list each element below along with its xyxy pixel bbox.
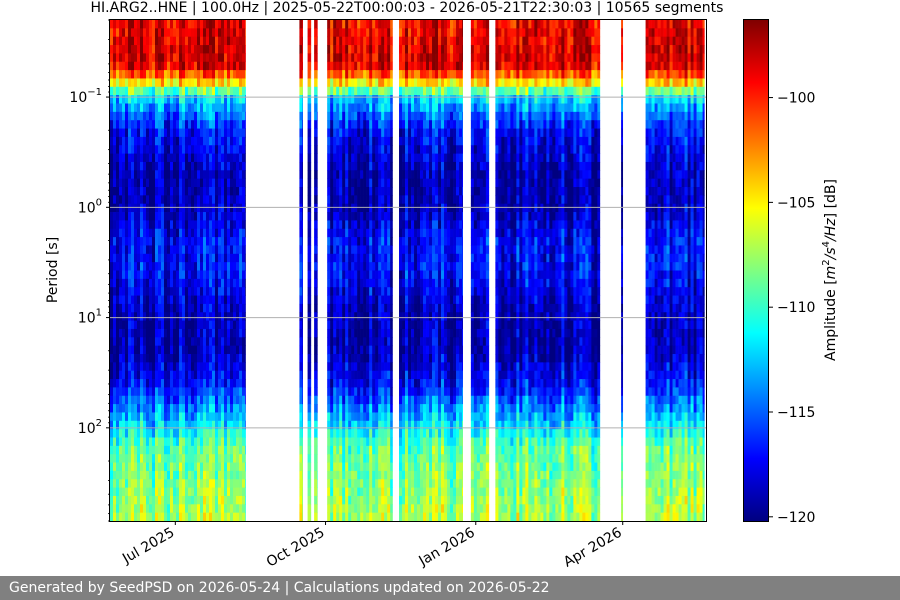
data-interval-2 bbox=[307, 20, 312, 522]
colorbar bbox=[743, 19, 769, 522]
footer-bar: Generated by SeedPSD on 2026-05-24 | Cal… bbox=[0, 576, 900, 600]
data-interval-8 bbox=[621, 20, 624, 522]
colorbar-label-exp2: 2 bbox=[821, 259, 832, 265]
y-tick-label-1: 100 bbox=[78, 197, 102, 216]
y-tick-label-2: 101 bbox=[78, 308, 102, 327]
colorbar-label-s: /s bbox=[823, 247, 839, 261]
data-interval-6 bbox=[470, 20, 490, 522]
data-interval-7 bbox=[495, 20, 601, 522]
data-interval-1 bbox=[299, 20, 303, 522]
footer-text: Generated by SeedPSD on 2026-05-24 | Cal… bbox=[9, 580, 550, 596]
y-tick-label-0: 10−1 bbox=[69, 87, 102, 106]
x-tick-label-1: Oct 2025 bbox=[264, 525, 328, 571]
colorbar-label-hz: /Hz bbox=[823, 218, 839, 243]
psd-chart: HI.ARG2..HNE | 100.0Hz | 2025-05-22T00:0… bbox=[45, 0, 839, 571]
data-interval-4 bbox=[327, 20, 393, 522]
y-axis-label: Period [s] bbox=[45, 237, 61, 303]
colorbar-ticks: −100 −105 −110 −115 −120 bbox=[769, 91, 815, 526]
x-axis: Jul 2025 Oct 2025 Jan 2026 Apr 2026 bbox=[119, 521, 625, 571]
data-interval-5 bbox=[399, 20, 463, 522]
y-tick-label-3: 102 bbox=[78, 418, 102, 437]
colorbar-label-main: Amplitude [ bbox=[823, 279, 839, 361]
data-interval-0 bbox=[110, 20, 246, 522]
spectrogram-area bbox=[110, 20, 705, 522]
grid bbox=[110, 96, 706, 429]
chart-title: HI.ARG2..HNE | 100.0Hz | 2025-05-22T00:0… bbox=[91, 0, 724, 16]
colorbar-label-db: ] [dB] bbox=[823, 179, 839, 218]
x-tick-label-2: Jan 2026 bbox=[415, 525, 477, 570]
y-axis: 10−1 100 101 102 bbox=[69, 19, 110, 522]
colorbar-tick-label-4: −120 bbox=[777, 510, 815, 526]
plot-frame bbox=[109, 19, 707, 522]
data-interval-9 bbox=[645, 20, 705, 522]
colorbar-label-m: m bbox=[823, 266, 839, 280]
colorbar-label-exp4: 4 bbox=[821, 241, 832, 247]
colorbar-tick-label-2: −110 bbox=[777, 300, 815, 316]
colorbar-tick-label-1: −105 bbox=[777, 195, 815, 211]
colorbar-tick-label-3: −115 bbox=[777, 405, 815, 421]
data-interval-3 bbox=[314, 20, 318, 522]
x-tick-label-3: Apr 2026 bbox=[561, 525, 625, 571]
x-tick-label-0: Jul 2025 bbox=[119, 525, 177, 568]
colorbar-label: Amplitude [m2/s4/Hz] [dB] bbox=[821, 179, 839, 361]
colorbar-tick-label-0: −100 bbox=[777, 91, 815, 107]
